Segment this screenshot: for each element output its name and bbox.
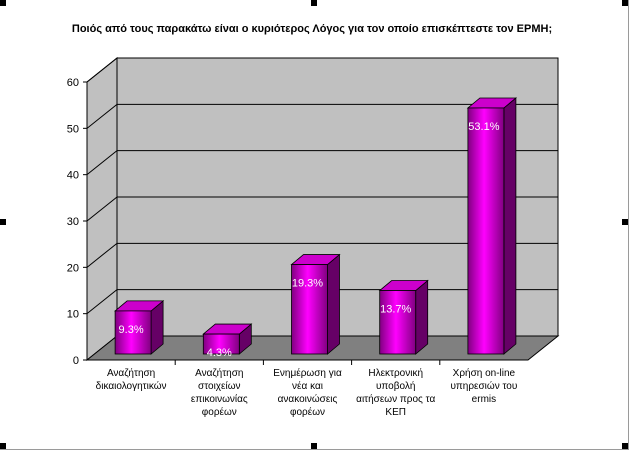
y-tick-label: 10 xyxy=(67,309,79,321)
data-label: 53.1% xyxy=(468,121,499,133)
gridline-side xyxy=(86,103,118,129)
bar xyxy=(291,264,328,355)
resize-handle[interactable] xyxy=(0,443,6,449)
x-tick-label: Ηλεκτρονική υποβολή αιτήσεων προς τα ΚΕΠ xyxy=(356,367,435,418)
y-tick-label: 0 xyxy=(73,355,79,367)
bar-side xyxy=(415,279,429,355)
bar-side xyxy=(503,97,517,355)
resize-handle[interactable] xyxy=(0,219,6,225)
x-tick-label-line: επικοινωνίας xyxy=(191,393,248,405)
gridline-side xyxy=(86,150,118,176)
y-tick-label: 30 xyxy=(67,216,79,228)
x-tick-label-line: Ηλεκτρονική xyxy=(368,367,423,379)
bar xyxy=(114,310,152,355)
x-tick-label-line: Ενημέρωση για xyxy=(273,367,342,379)
x-tick-label-line: φορέων xyxy=(202,406,237,418)
x-tick-label-line: Αναζήτηση xyxy=(195,367,243,379)
resize-handle[interactable] xyxy=(622,0,628,6)
x-tick-label-line: υποβολή xyxy=(376,380,415,392)
x-tick-label-line: φορέων xyxy=(290,406,325,418)
resize-handle[interactable] xyxy=(0,0,6,6)
x-tick-label-line: Αναζήτηση xyxy=(107,367,155,379)
x-tick-label-line: Χρήση on-line xyxy=(453,367,516,379)
data-label: 9.3% xyxy=(119,324,144,336)
resize-handle[interactable] xyxy=(311,443,317,449)
bar-side xyxy=(327,253,340,355)
resize-handle[interactable] xyxy=(622,443,628,449)
bar xyxy=(202,333,240,355)
data-label: 4.3% xyxy=(207,347,232,359)
resize-handle[interactable] xyxy=(311,0,317,6)
x-tick-label: Αναζήτηση στοιχείων επικοινωνίας φορέων xyxy=(191,367,248,418)
y-tick-label: 40 xyxy=(67,170,79,182)
x-tick-label-line: ermis xyxy=(472,394,496,405)
resize-handle[interactable] xyxy=(622,219,628,225)
x-tick-label: Χρήση on-line υπηρεσιών του ermis xyxy=(450,367,517,405)
x-tick-label-line: ΚΕΠ xyxy=(385,407,406,418)
y-tick-label: 50 xyxy=(67,123,79,135)
data-label: 19.3% xyxy=(292,278,323,290)
x-tick-label-line: δικαιολογητικών xyxy=(96,380,167,392)
x-tick-label: Ενημέρωση για νέα και ανακοινώσεις φορέων xyxy=(273,367,342,418)
x-tick-label-line: αιτήσεων προς τα xyxy=(356,393,435,405)
x-tick-label-line: υπηρεσιών του xyxy=(450,380,517,392)
data-label: 13.7% xyxy=(380,304,411,316)
y-tick-label: 60 xyxy=(67,77,79,89)
gridline-side xyxy=(86,289,118,315)
y-tick-label: 20 xyxy=(67,262,79,274)
bar xyxy=(467,107,505,355)
x-tick-label: Αναζήτηση δικαιολογητικών xyxy=(96,367,167,392)
chart-title: Ποιός από τους παρακάτω είναι ο κυριότερ… xyxy=(72,23,552,35)
gridline-side xyxy=(86,196,118,222)
bar xyxy=(379,290,417,355)
x-tick-label-line: νέα και xyxy=(292,380,323,392)
x-tick-label-line: ανακοινώσεις xyxy=(278,393,338,405)
x-tick-label-line: στοιχείων xyxy=(198,380,241,392)
gridline-side xyxy=(86,242,118,268)
gridline-side xyxy=(86,57,118,83)
